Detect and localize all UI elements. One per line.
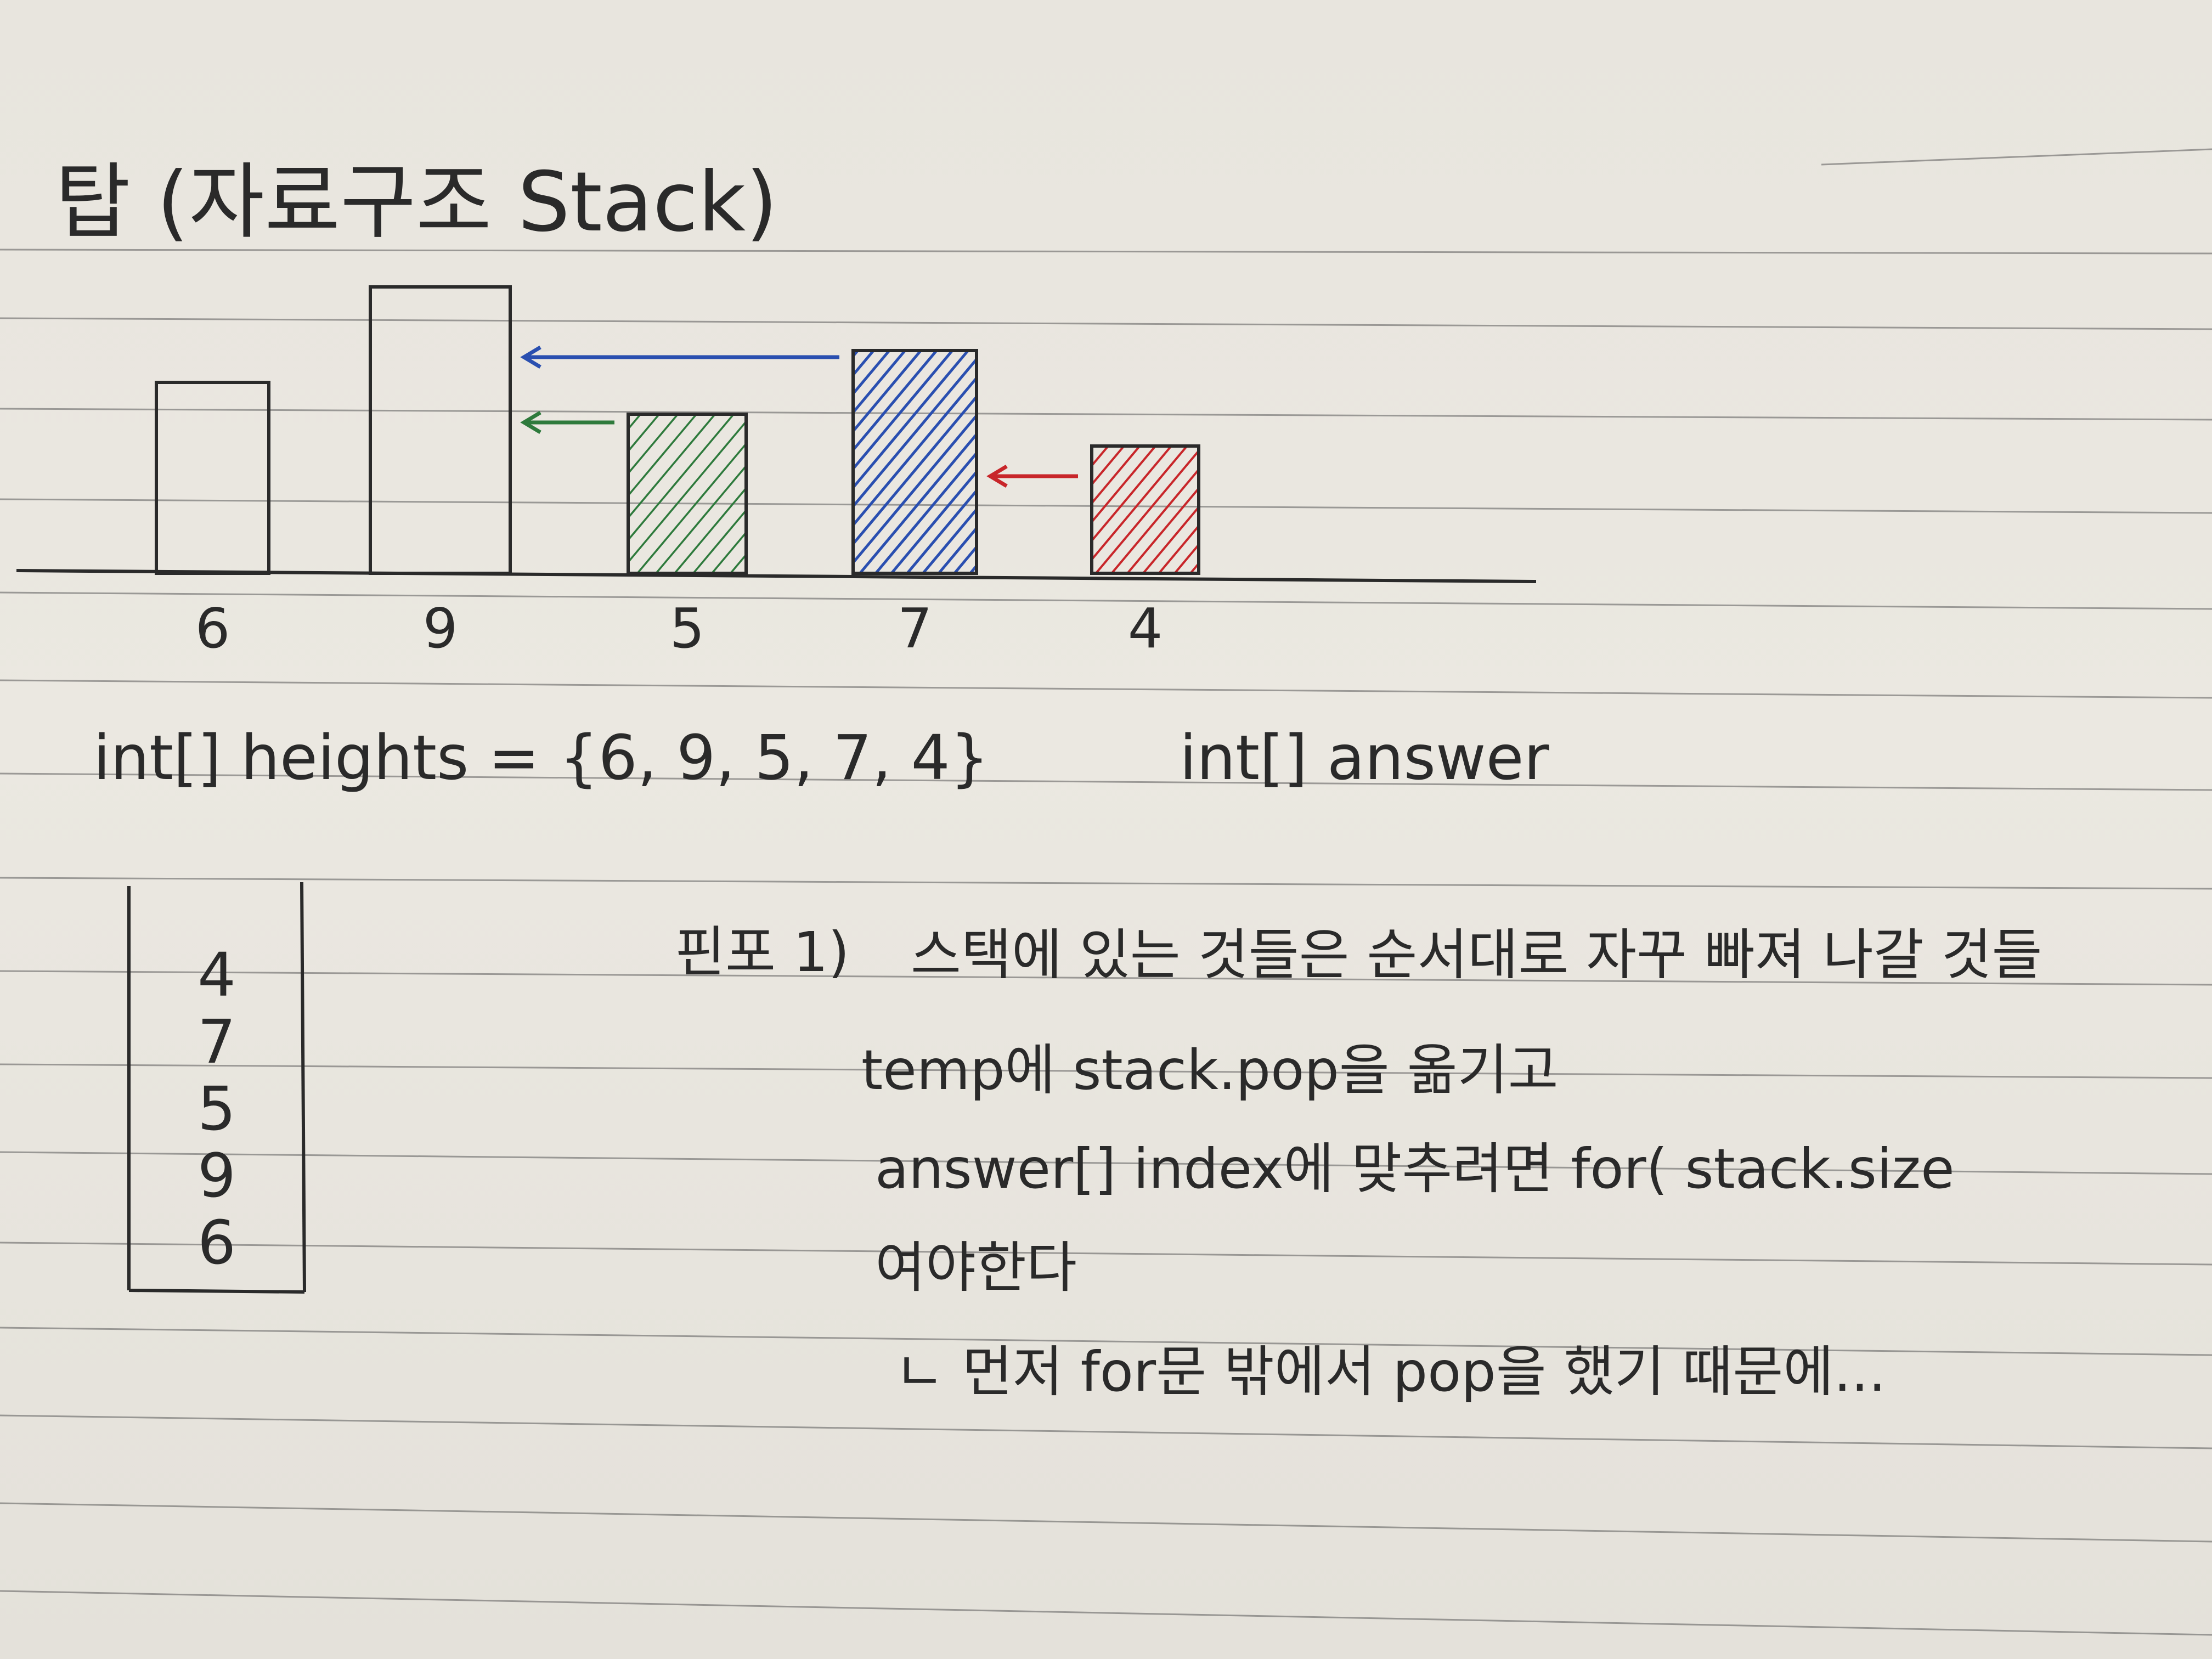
note-line-3: answer[] index에 맞추려면 for( stack.size [875, 1137, 1955, 1201]
ruled-lines [0, 148, 2212, 1636]
stack-value: 7 [198, 1007, 236, 1077]
stack-value: 6 [198, 1207, 236, 1278]
tower-bar [1090, 444, 1200, 575]
stack-value: 9 [198, 1141, 236, 1211]
tower-bar [851, 349, 978, 575]
tower-bar [627, 413, 748, 575]
note-line-1: 스택에 있는 것들은 순서대로 자꾸 빠져 나갈 것들 [911, 923, 2042, 987]
arrow-head [520, 410, 541, 435]
tower-height-label: 7 [898, 596, 933, 661]
heights-declaration: int[] heights = {6, 9, 5, 7, 4} [93, 723, 989, 794]
tower-height-label: 9 [423, 596, 458, 661]
tower-height-label: 5 [670, 596, 705, 661]
note-line-2: temp에 stack.pop을 옮기고 [861, 1038, 1559, 1102]
arrow-head [520, 345, 541, 369]
stack-value: 4 [198, 940, 236, 1010]
tower-bar [155, 381, 270, 575]
tower-height-label: 4 [1128, 596, 1163, 661]
point-label: 핀포 1) [675, 920, 849, 984]
note-line-4: 여야한다 [875, 1235, 1077, 1300]
stack-diagram [127, 882, 306, 1294]
tower-height-label: 6 [195, 596, 230, 661]
tower-bar-chart: 6 9 5 7 4 [16, 285, 1537, 661]
stack-value: 5 [198, 1074, 236, 1144]
arrow-head [986, 464, 1008, 488]
answer-declaration: int[] answer [1180, 723, 1549, 794]
note-title: 탑 (자료구조 Stack) [55, 155, 778, 250]
note-line-5: ㄴ 먼저 for문 밖에서 pop을 했기 때문에... [894, 1340, 1886, 1404]
tower-bar [369, 285, 512, 575]
